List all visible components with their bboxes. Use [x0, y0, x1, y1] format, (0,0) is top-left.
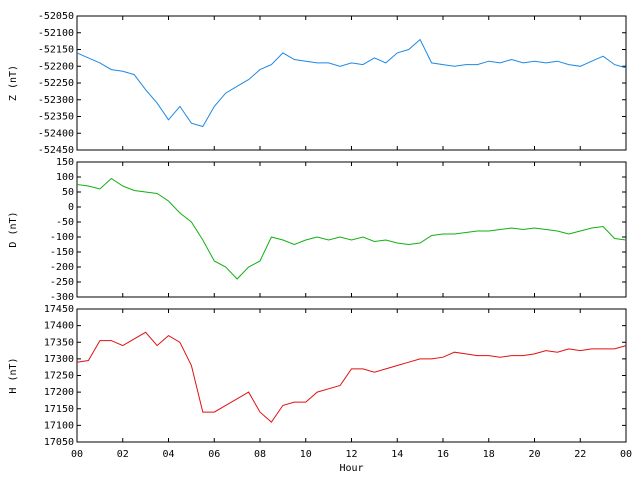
y-axis-label: H (nT): [8, 357, 19, 393]
data-line: [76, 331, 627, 423]
y-tick-label: 17050: [44, 437, 74, 448]
x-tick-label: 18: [483, 449, 495, 460]
x-tick-label: 22: [574, 449, 586, 460]
y-tick-label: -52150: [38, 45, 74, 56]
y-tick-label: -300: [50, 292, 74, 303]
x-tick-label: 20: [528, 449, 540, 460]
plot-frame: [76, 15, 627, 151]
y-tick-label: -52250: [38, 78, 74, 89]
y-axis-label: D (nT): [8, 211, 19, 247]
y-tick-label: -100: [50, 232, 74, 243]
y-tick-label: 17450: [44, 304, 74, 315]
y-tick-label: 50: [62, 187, 74, 198]
y-tick-label: 17150: [44, 404, 74, 415]
y-tick-label: 0: [68, 202, 74, 213]
y-tick-label: -50: [56, 217, 74, 228]
y-axis-label: Z (nT): [8, 65, 19, 101]
y-tick-label: -200: [50, 262, 74, 273]
plot-frame: [76, 308, 627, 443]
y-tick-label: 150: [56, 157, 74, 168]
y-tick-label: -52450: [38, 145, 74, 156]
x-tick-label: 02: [117, 449, 129, 460]
data-line: [76, 38, 627, 128]
data-line: [76, 177, 627, 280]
x-tick-label: 08: [254, 449, 266, 460]
x-tick-label: 04: [162, 449, 174, 460]
x-tick-label: 06: [208, 449, 220, 460]
y-tick-label: -52050: [38, 11, 74, 22]
x-tick-label: 00: [620, 449, 632, 460]
x-tick-label: 12: [345, 449, 357, 460]
y-tick-label: -52200: [38, 61, 74, 72]
y-tick-label: -52300: [38, 95, 74, 106]
y-tick-label: 17400: [44, 321, 74, 332]
x-axis-label: Hour: [339, 463, 363, 474]
y-tick-label: -150: [50, 247, 74, 258]
y-tick-label: 17100: [44, 420, 74, 431]
y-tick-label: -52400: [38, 128, 74, 139]
y-tick-label: 17350: [44, 337, 74, 348]
y-tick-label: 17300: [44, 354, 74, 365]
y-tick-label: 17250: [44, 371, 74, 382]
y-tick-label: -52350: [38, 112, 74, 123]
x-tick-label: 10: [300, 449, 312, 460]
y-tick-label: 17200: [44, 387, 74, 398]
y-tick-label: -250: [50, 277, 74, 288]
x-tick-label: 14: [391, 449, 403, 460]
y-tick-label: 100: [56, 172, 74, 183]
x-tick-label: 00: [71, 449, 83, 460]
y-tick-label: -52100: [38, 28, 74, 39]
x-tick-label: 16: [437, 449, 449, 460]
